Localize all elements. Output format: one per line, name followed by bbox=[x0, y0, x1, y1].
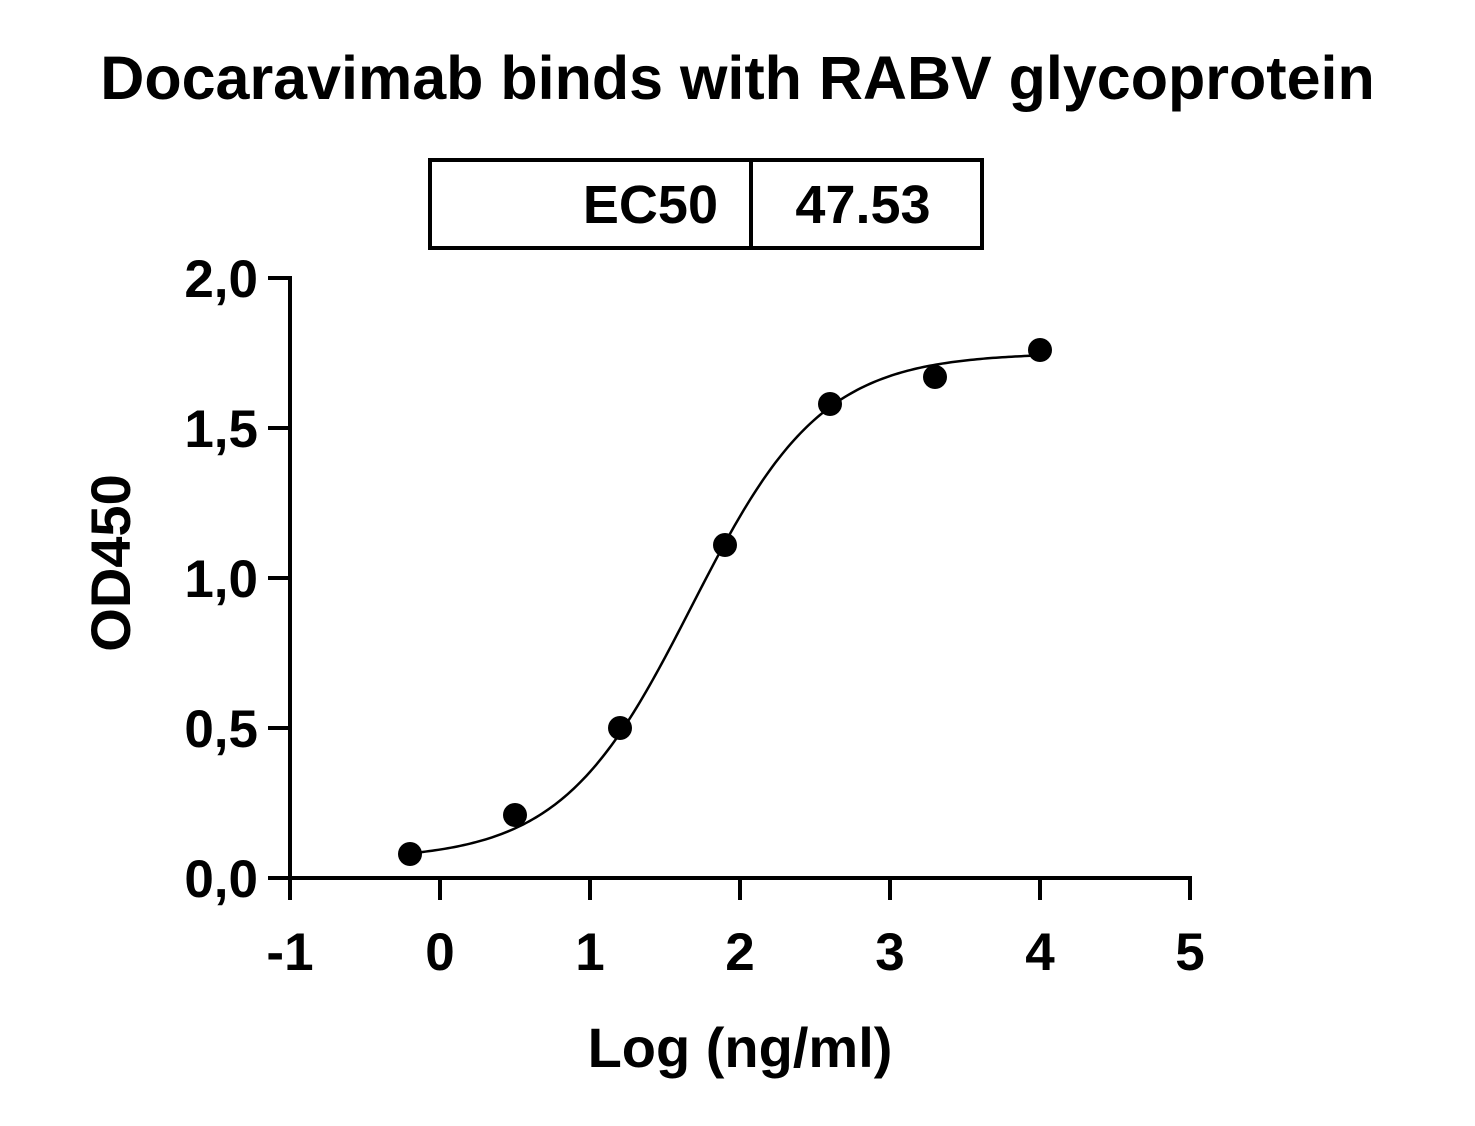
ec50-label: EC50 bbox=[583, 175, 718, 235]
y-axis-title: OD450 bbox=[79, 474, 142, 651]
x-ticks: -1 0 1 2 3 4 5 bbox=[266, 878, 1205, 982]
x-tick-label: 3 bbox=[875, 923, 904, 982]
axes bbox=[288, 276, 1192, 880]
data-point bbox=[818, 392, 842, 416]
data-point bbox=[713, 533, 737, 557]
data-point bbox=[608, 716, 632, 740]
fit-curve bbox=[409, 354, 1041, 855]
y-tick-label: 2,0 bbox=[184, 250, 258, 309]
y-tick-label: 1,0 bbox=[184, 550, 258, 609]
data-point bbox=[923, 365, 947, 389]
chart-title: Docaravimab binds with RABV glycoprotein bbox=[100, 44, 1375, 112]
ec50-table-border bbox=[428, 158, 984, 250]
x-tick-label: 5 bbox=[1175, 923, 1204, 982]
data-point bbox=[398, 842, 422, 866]
x-tick-label: 4 bbox=[1025, 923, 1055, 982]
y-tick-label: 1,5 bbox=[184, 400, 258, 459]
data-point bbox=[1028, 338, 1052, 362]
x-tick-label: 1 bbox=[575, 923, 604, 982]
y-tick-label: 0,5 bbox=[184, 700, 258, 759]
x-tick-label: -1 bbox=[266, 923, 313, 982]
y-tick-label: 0,0 bbox=[184, 850, 258, 909]
x-tick-label: 2 bbox=[725, 923, 754, 982]
ec50-value: 47.53 bbox=[795, 175, 930, 235]
data-points bbox=[398, 338, 1052, 866]
y-ticks: 0,0 0,5 1,0 1,5 2,0 bbox=[184, 250, 290, 909]
x-axis-title: Log (ng/ml) bbox=[588, 1016, 893, 1079]
x-tick-label: 0 bbox=[425, 923, 454, 982]
ec50-table: EC50 47.53 bbox=[428, 158, 984, 250]
data-point bbox=[503, 803, 527, 827]
